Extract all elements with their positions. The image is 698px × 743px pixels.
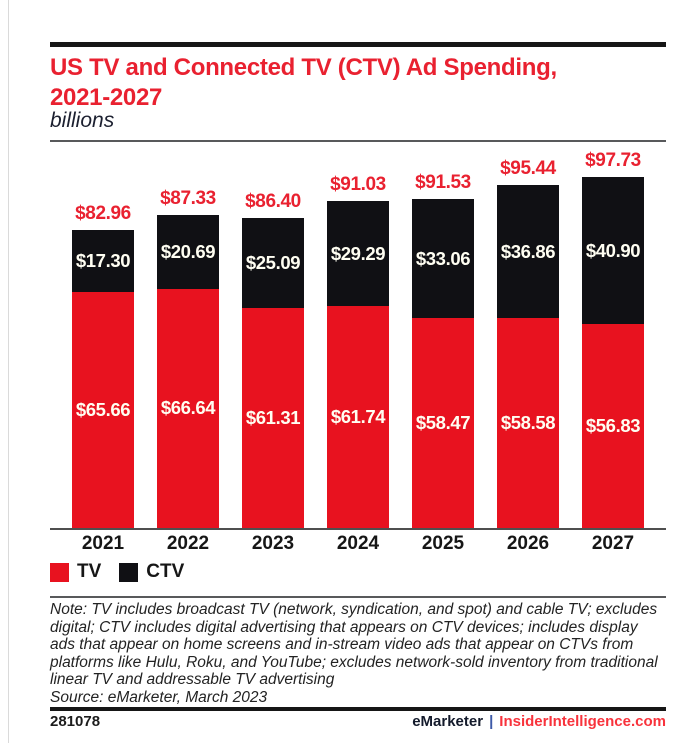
ctv-segment-value-label: $40.90 [585, 239, 641, 261]
x-axis-label-2021: 2021 [81, 533, 125, 554]
legend-item-tv: TV [50, 561, 101, 583]
tv-segment: $61.31 [242, 307, 304, 528]
legend-label-ctv: CTV [146, 561, 185, 582]
chart-title: US TV and Connected TV (CTV) Ad Spending… [50, 53, 666, 113]
total-value-label: $82.96 [75, 203, 131, 225]
x-axis-line [50, 528, 666, 530]
top-rule [50, 42, 666, 47]
brand-emarketer: eMarketer [412, 713, 484, 730]
brand-block: eMarketer | InsiderIntelligence.com [412, 713, 666, 730]
stacked-bar: $40.90 $56.83 [582, 177, 644, 528]
legend-item-ctv: CTV [119, 561, 184, 583]
tv-segment: $65.66 [72, 292, 134, 528]
bar-column-2026: $95.44 $36.86 $58.58 [497, 150, 559, 528]
total-value-label: $97.73 [585, 150, 641, 172]
footer-rule [50, 707, 666, 711]
x-axis-label-2023: 2023 [251, 533, 295, 554]
brand-insider-intelligence-link[interactable]: InsiderIntelligence.com [499, 713, 666, 730]
bar-column-2021: $82.96 $17.30 $65.66 [72, 150, 134, 528]
bar-column-2027: $97.73 $40.90 $56.83 [582, 150, 644, 528]
chart-id: 281078 [50, 713, 101, 730]
total-value-label: $91.53 [415, 172, 471, 194]
x-axis-label-2026: 2026 [506, 533, 550, 554]
brand-separator: | [489, 713, 494, 730]
chart-note: Note: TV includes broadcast TV (network,… [50, 601, 666, 707]
tv-segment-value-label: $65.66 [75, 399, 131, 421]
bar-column-2024: $91.03 $29.29 $61.74 [327, 150, 389, 528]
source-text: Source: eMarketer, March 2023 [50, 688, 268, 706]
note-divider [50, 596, 666, 598]
footer: 281078 eMarketer | InsiderIntelligence.com [50, 713, 666, 730]
ctv-segment: $40.90 [582, 177, 644, 324]
tv-segment: $58.58 [497, 317, 559, 528]
stacked-bar: $20.69 $66.64 [157, 214, 219, 528]
chart-subtitle: billions [50, 109, 115, 132]
ctv-segment: $17.30 [72, 230, 134, 293]
bar-column-2025: $91.53 $33.06 $58.47 [412, 150, 474, 528]
tv-segment: $58.47 [412, 318, 474, 528]
total-value-label: $87.33 [160, 187, 216, 209]
report-page: US TV and Connected TV (CTV) Ad Spending… [50, 0, 666, 743]
ctv-segment: $20.69 [157, 214, 219, 289]
stacked-bar: $33.06 $58.47 [412, 199, 474, 528]
ctv-segment-value-label: $29.29 [330, 242, 386, 264]
note-text: Note: TV includes broadcast TV (network,… [50, 601, 658, 689]
stacked-bar: $17.30 $65.66 [72, 230, 134, 528]
total-value-label: $95.44 [500, 158, 556, 180]
stacked-bar: $36.86 $58.58 [497, 185, 559, 528]
legend: TV CTV [50, 561, 202, 583]
x-axis-labels: 2021 2022 2023 2024 2025 2026 2027 [50, 533, 666, 555]
chart-title-line1: US TV and Connected TV (CTV) Ad Spending… [50, 54, 557, 81]
stacked-bar: $25.09 $61.31 [242, 217, 304, 528]
legend-label-tv: TV [77, 561, 102, 582]
bar-column-2022: $87.33 $20.69 $66.64 [157, 150, 219, 528]
ctv-segment-value-label: $20.69 [160, 240, 216, 262]
ctv-segment: $36.86 [497, 185, 559, 318]
chart-title-line2: 2021-2027 [50, 84, 163, 111]
tv-segment-value-label: $56.83 [585, 415, 641, 436]
bar-column-2023: $86.40 $25.09 $61.31 [242, 150, 304, 528]
tv-segment: $56.83 [582, 324, 644, 528]
ctv-segment: $33.06 [412, 199, 474, 319]
header-divider [50, 140, 666, 142]
bar-chart-plot: $82.96 $17.30 $65.66 $87.33 $20.69 $66.64 $86.… [50, 150, 666, 528]
ctv-segment: $29.29 [327, 201, 389, 307]
total-value-label: $86.40 [245, 190, 301, 212]
tv-segment-value-label: $58.58 [500, 411, 556, 433]
ctv-segment-value-label: $36.86 [500, 240, 556, 262]
legend-swatch-tv [50, 562, 69, 582]
x-axis-label-2024: 2024 [336, 533, 380, 554]
tv-segment-value-label: $61.31 [245, 406, 301, 428]
tv-segment-value-label: $66.64 [160, 397, 216, 419]
ctv-segment-value-label: $25.09 [245, 251, 301, 273]
ctv-segment: $25.09 [242, 217, 304, 308]
x-axis-label-2025: 2025 [421, 533, 465, 554]
tv-segment: $66.64 [157, 288, 219, 528]
x-axis-label-2027: 2027 [591, 533, 635, 554]
x-axis-label-2022: 2022 [166, 533, 210, 554]
legend-swatch-ctv [119, 562, 139, 582]
tv-segment-value-label: $61.74 [330, 406, 386, 428]
ctv-segment-value-label: $17.30 [75, 250, 131, 272]
page-edge-line [8, 0, 9, 743]
total-value-label: $91.03 [330, 174, 386, 196]
ctv-segment-value-label: $33.06 [415, 247, 471, 269]
tv-segment: $61.74 [327, 306, 389, 528]
tv-segment-value-label: $58.47 [415, 412, 471, 434]
stacked-bar: $29.29 $61.74 [327, 201, 389, 528]
